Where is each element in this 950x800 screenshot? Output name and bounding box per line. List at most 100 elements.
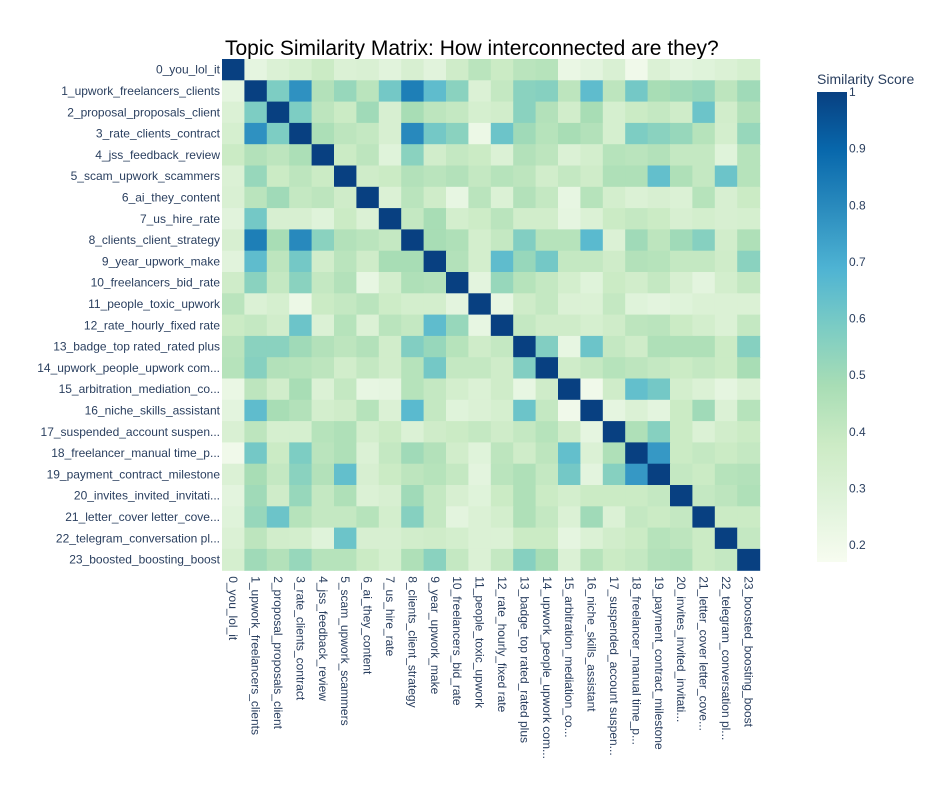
heatmap-cell (580, 357, 604, 380)
heatmap-cell (289, 186, 313, 209)
heatmap-cell (468, 80, 492, 103)
heatmap-cell (513, 59, 537, 81)
heatmap-cell (423, 208, 447, 230)
heatmap-cell (535, 314, 559, 337)
heatmap-cell (222, 314, 245, 337)
heatmap-cell (423, 250, 447, 273)
heatmap-cell (378, 122, 402, 145)
heatmap-cell (535, 272, 559, 294)
heatmap-cell (222, 59, 245, 81)
heatmap-cell (378, 399, 402, 422)
heatmap-cell (222, 357, 245, 380)
heatmap-cell (513, 357, 537, 380)
heatmap-cell (468, 272, 492, 294)
heatmap-cell (244, 399, 268, 422)
heatmap-cell (289, 101, 313, 124)
heatmap-cell (490, 463, 514, 486)
heatmap-cell (714, 399, 738, 422)
heatmap-cell (513, 421, 537, 443)
heatmap-cell (513, 122, 537, 145)
heatmap-cell (670, 485, 693, 507)
heatmap-cell (737, 208, 761, 230)
heatmap-cell (670, 122, 693, 145)
heatmap-cell (692, 165, 716, 188)
heatmap-cell (289, 485, 313, 507)
heatmap-cell (378, 165, 402, 188)
heatmap-cell (334, 272, 357, 294)
heatmap-cell (580, 186, 604, 209)
heatmap-cell (647, 144, 671, 167)
heatmap-cell (378, 208, 402, 230)
heatmap-cell (244, 186, 268, 209)
heatmap-cell (670, 548, 693, 571)
heatmap-cell (625, 293, 649, 316)
heatmap-cell (490, 378, 514, 401)
heatmap-cell (446, 335, 469, 358)
heatmap-cell (423, 314, 447, 337)
heatmap-cell (401, 485, 425, 507)
y-tick-label: 10_freelancers_bid_rate (91, 276, 221, 290)
heatmap-cell (378, 144, 402, 167)
heatmap-cell (311, 165, 335, 188)
heatmap-cell (266, 485, 290, 507)
heatmap-cell (647, 506, 671, 529)
heatmap-cell (266, 165, 290, 188)
heatmap-cell (647, 165, 671, 188)
heatmap-cell (423, 335, 447, 358)
heatmap-cell (647, 59, 671, 81)
heatmap-cell (535, 421, 559, 443)
heatmap-cell (266, 506, 290, 529)
heatmap-cell (244, 229, 268, 252)
heatmap-cell (602, 293, 626, 316)
heatmap-cell (378, 59, 402, 81)
heatmap-cell (625, 208, 649, 230)
heatmap-cell (535, 335, 559, 358)
heatmap-cell (378, 272, 402, 294)
heatmap-cell (602, 229, 626, 252)
heatmap-cell (289, 59, 313, 81)
y-tick-label: 7_us_hire_rate (140, 212, 220, 226)
heatmap-cell (401, 272, 425, 294)
heatmap-cell (468, 59, 492, 81)
heatmap-cell (222, 485, 245, 507)
heatmap-cell (356, 485, 380, 507)
heatmap-cell (670, 165, 693, 188)
heatmap-cell (401, 399, 425, 422)
heatmap-cell (266, 186, 290, 209)
heatmap-cell (334, 506, 357, 529)
heatmap-cell (334, 357, 357, 380)
heatmap-cell (714, 527, 738, 550)
heatmap-cell (468, 506, 492, 529)
heatmap-cell (580, 314, 604, 337)
heatmap-cell (446, 186, 469, 209)
heatmap-cell (468, 229, 492, 252)
heatmap-cell (222, 165, 245, 188)
x-tick-label: 8_clients_client_strategy (405, 576, 419, 707)
y-tick-label: 6_ai_they_content (122, 190, 221, 204)
heatmap-cell (602, 506, 626, 529)
x-tick-label: 23_boosted_boosting_boost (741, 576, 755, 727)
heatmap-cell (490, 80, 514, 103)
x-axis-tick-labels: 0_you_lol_it 1_upwork_freelancers_clients… (226, 576, 755, 759)
heatmap-cell (670, 399, 693, 422)
heatmap-cell (244, 421, 268, 443)
heatmap-cell (647, 186, 671, 209)
heatmap-cell (311, 421, 335, 443)
x-tick-label: 10_freelancers_bid_rate (450, 576, 464, 706)
heatmap-cell (602, 101, 626, 124)
y-tick-label: 19_payment_contract_milestone (47, 467, 221, 481)
heatmap-cell (692, 506, 716, 529)
heatmap-cell (378, 250, 402, 273)
heatmap-cell (468, 122, 492, 145)
heatmap-cell (580, 144, 604, 167)
colorbar-tick-label: 0.6 (849, 312, 866, 326)
heatmap-cell (647, 527, 671, 550)
y-tick-label: 1_upwork_freelancers_clients (61, 84, 220, 98)
heatmap-cell (356, 59, 380, 81)
heatmap-cell (714, 506, 738, 529)
heatmap-cell (334, 293, 357, 316)
heatmap-cell (714, 229, 738, 252)
heatmap-cell (423, 485, 447, 507)
heatmap-cell (334, 548, 357, 571)
heatmap-cell (266, 208, 290, 230)
